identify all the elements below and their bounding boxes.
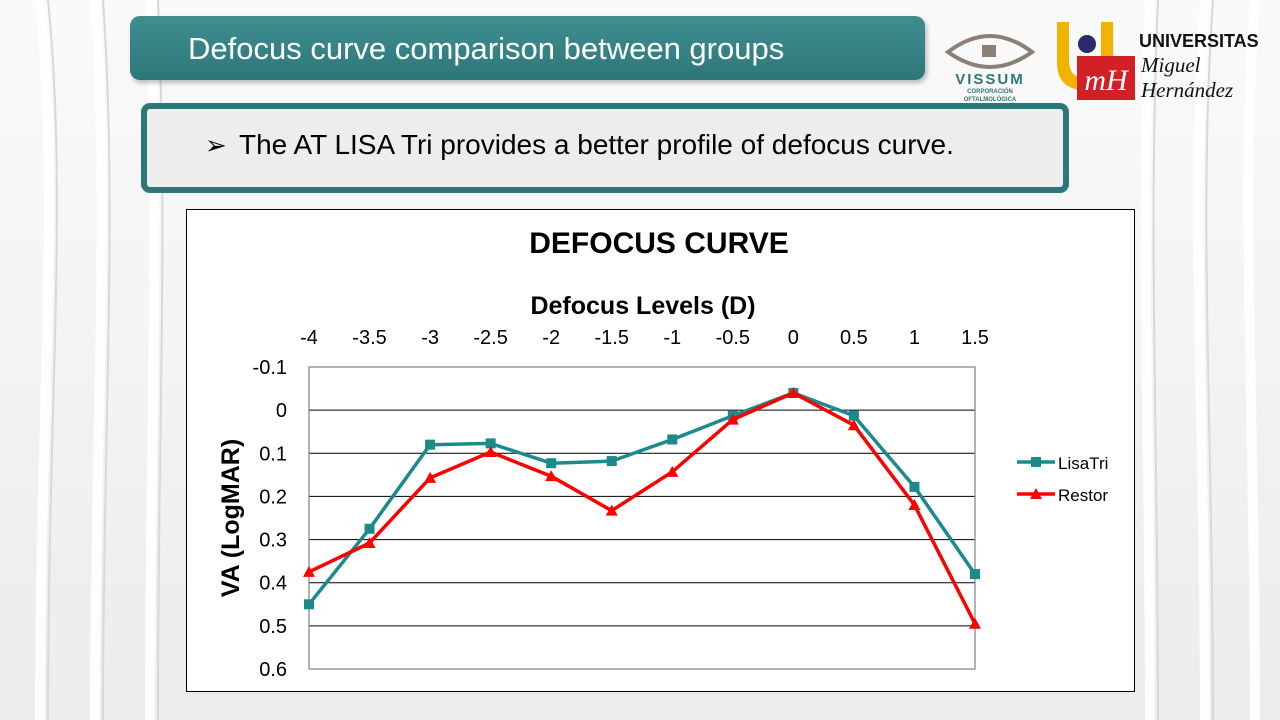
data-point-restor <box>605 504 618 516</box>
x-tick-label: -1.5 <box>594 327 628 349</box>
data-point-restor <box>666 465 679 477</box>
bullet-text: The AT LISA Tri provides a better profil… <box>239 129 954 160</box>
data-point-lisatri <box>606 456 617 467</box>
x-tick-label: -0.5 <box>716 327 750 349</box>
legend-label-lisatri: LisaTri <box>1058 454 1108 473</box>
data-point-lisatri <box>546 458 557 469</box>
chart-svg: DEFOCUS CURVE Defocus Levels (D) VA (LogMA… <box>217 227 1108 681</box>
arrow-bullet-icon: ➢ <box>205 130 227 160</box>
x-tick-label: -3 <box>421 327 439 349</box>
data-point-restor <box>363 537 376 549</box>
x-tick-label: -3.5 <box>352 327 386 349</box>
umh-logo: mH UNIVERSITAS Miguel Hernández <box>1057 22 1259 102</box>
legend-marker-restor <box>1030 488 1042 499</box>
data-point-lisatri <box>364 523 375 534</box>
y-tick-label: 0.5 <box>259 616 287 638</box>
data-point-restor <box>303 565 315 577</box>
svg-text:UNIVERSITAS: UNIVERSITAS <box>1139 31 1259 51</box>
defocus-chart: DEFOCUS CURVE Defocus Levels (D) VA (LogMA… <box>186 209 1135 692</box>
data-point-restor <box>726 413 739 425</box>
chart-title: DEFOCUS CURVE <box>529 227 788 260</box>
x-tick-label: 0.5 <box>840 327 868 349</box>
legend-label-restor: Restor <box>1058 486 1108 505</box>
data-point-lisatri <box>485 438 496 449</box>
legend-marker-lisatri <box>1031 457 1041 467</box>
series-line-restor <box>308 391 977 625</box>
data-point-restor <box>969 617 981 629</box>
x-tick-label: -2.5 <box>473 327 507 349</box>
data-point-restor <box>424 471 437 483</box>
y-tick-label: -0.1 <box>253 357 287 379</box>
y-tick-label: 0.6 <box>259 659 287 681</box>
y-axis-label: VA (LogMAR) <box>217 439 245 597</box>
y-tick-label: 0.2 <box>259 486 287 508</box>
data-point-lisatri <box>667 434 678 445</box>
slide-title-box: Defocus curve comparison between groups <box>130 16 925 80</box>
data-point-lisatri <box>970 569 980 580</box>
plot-area <box>308 366 976 670</box>
data-point-lisatri <box>425 439 436 450</box>
x-tick-label: -4 <box>300 327 318 349</box>
svg-text:mH: mH <box>1084 64 1130 97</box>
data-point-lisatri <box>304 599 314 610</box>
data-point-restor <box>787 386 800 398</box>
data-point-restor <box>484 445 497 457</box>
x-tick-label: -2 <box>542 327 560 349</box>
svg-text:Miguel: Miguel <box>1140 53 1201 77</box>
slide-title: Defocus curve comparison between groups <box>188 31 785 66</box>
svg-text:CORPORACIÓN: CORPORACIÓN <box>967 87 1013 95</box>
data-point-lisatri <box>909 481 920 492</box>
x-tick-label: 1.5 <box>961 327 989 349</box>
y-tick-label: 0.3 <box>259 530 287 552</box>
x-tick-label: 0 <box>788 327 799 349</box>
x-tick-label: -1 <box>663 327 681 349</box>
data-point-restor <box>908 499 921 511</box>
data-point-restor <box>545 470 558 482</box>
y-tick-label: 0.1 <box>259 443 287 465</box>
x-tick-label: 1 <box>909 327 920 349</box>
bullet-box: ➢ The AT LISA Tri provides a better prof… <box>141 103 1069 193</box>
data-point-restor <box>847 419 860 431</box>
y-tick-label: 0 <box>276 400 287 422</box>
svg-text:Hernández: Hernández <box>1140 78 1233 102</box>
vissum-logo: VISSUM CORPORACIÓN OFTALMOLÓGICA <box>944 34 1036 103</box>
y-tick-label: 0.4 <box>259 573 287 595</box>
svg-text:OFTALMOLÓGICA: OFTALMOLÓGICA <box>964 95 1017 103</box>
series-line-lisatri <box>307 391 977 606</box>
svg-text:VISSUM: VISSUM <box>955 71 1025 88</box>
x-axis-label: Defocus Levels (D) <box>530 292 755 320</box>
data-point-lisatri <box>848 410 859 421</box>
